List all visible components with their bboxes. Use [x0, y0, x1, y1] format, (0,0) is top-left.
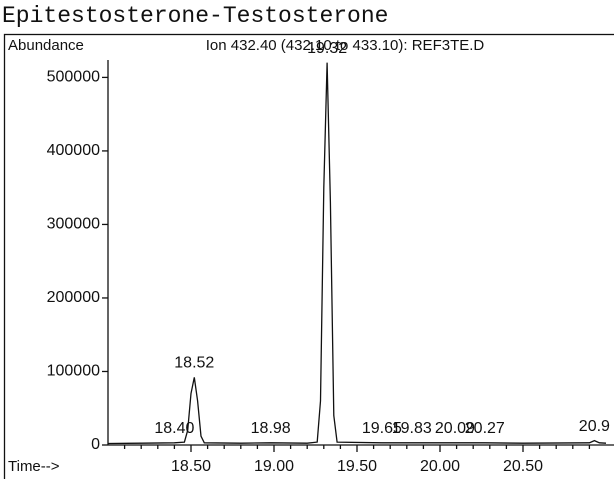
y-tick-label: 300000 — [47, 216, 100, 233]
peak-label: 20.9 — [579, 418, 610, 435]
x-tick-label: 18.50 — [171, 458, 211, 475]
x-tick-label: 19.00 — [254, 458, 294, 475]
peak-label: 19.65 — [362, 420, 402, 437]
y-tick-label: 400000 — [47, 142, 100, 159]
x-tick-label: 20.50 — [503, 458, 543, 475]
peak-label: 19.83 — [392, 420, 432, 437]
chart-title: Epitestosterone-Testosterone — [2, 3, 388, 29]
peak-label: 18.40 — [154, 420, 194, 437]
frame — [3, 33, 614, 479]
peak-label: 19.32 — [307, 40, 347, 57]
peak-label: 18.52 — [174, 355, 214, 372]
x-tick-label: 19.50 — [337, 458, 377, 475]
x-tick-label: 20.00 — [420, 458, 460, 475]
peak-label: 20.27 — [465, 420, 505, 437]
peak-label: 18.98 — [251, 420, 291, 437]
y-axis-label: Abundance — [8, 37, 84, 54]
y-tick-label: 0 — [91, 436, 100, 453]
x-axis-label: Time--> — [8, 458, 60, 475]
y-tick-label: 100000 — [47, 363, 100, 380]
y-tick-label: 500000 — [47, 69, 100, 86]
subtitle: Ion 432.40 (432.10 to 433.10): REF3TE.D — [206, 37, 485, 54]
trace — [107, 62, 607, 445]
peak-label: 20.09 — [435, 420, 475, 437]
y-tick-label: 200000 — [47, 289, 100, 306]
